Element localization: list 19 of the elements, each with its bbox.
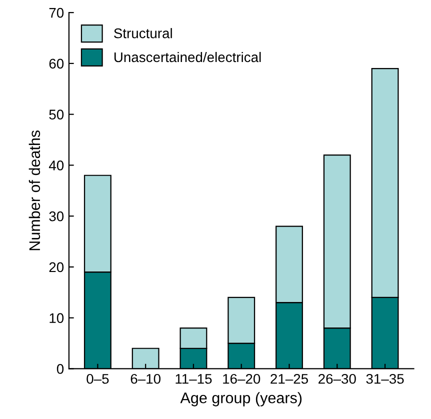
y-tick-label: 50 bbox=[49, 110, 64, 120]
y-tick-label: 20 bbox=[49, 262, 64, 272]
y-tick-label: 70 bbox=[49, 8, 64, 18]
legend-label: Structural bbox=[114, 28, 172, 38]
x-tick-label: 31–35 bbox=[366, 374, 404, 384]
y-tick-label: 30 bbox=[49, 211, 64, 222]
x-axis-title: Age group (years) bbox=[180, 392, 302, 406]
y-tick-label: 0 bbox=[56, 364, 64, 374]
y-tick-label: 40 bbox=[48, 160, 64, 170]
x-tick-label: 21–25 bbox=[270, 374, 308, 384]
x-tick-label: 0–5 bbox=[86, 374, 109, 384]
y-axis-title: Number of deaths bbox=[28, 130, 40, 250]
legend-label: Unascertained/electrical bbox=[114, 52, 261, 62]
y-tick-label: 10 bbox=[50, 313, 64, 324]
x-tick-label: 16–20 bbox=[223, 374, 260, 384]
x-tick-label: 6–10 bbox=[130, 374, 160, 384]
y-tick-label: 60 bbox=[49, 58, 64, 69]
x-tick-label: 11–15 bbox=[176, 374, 212, 384]
x-tick-label: 26–30 bbox=[318, 374, 356, 384]
